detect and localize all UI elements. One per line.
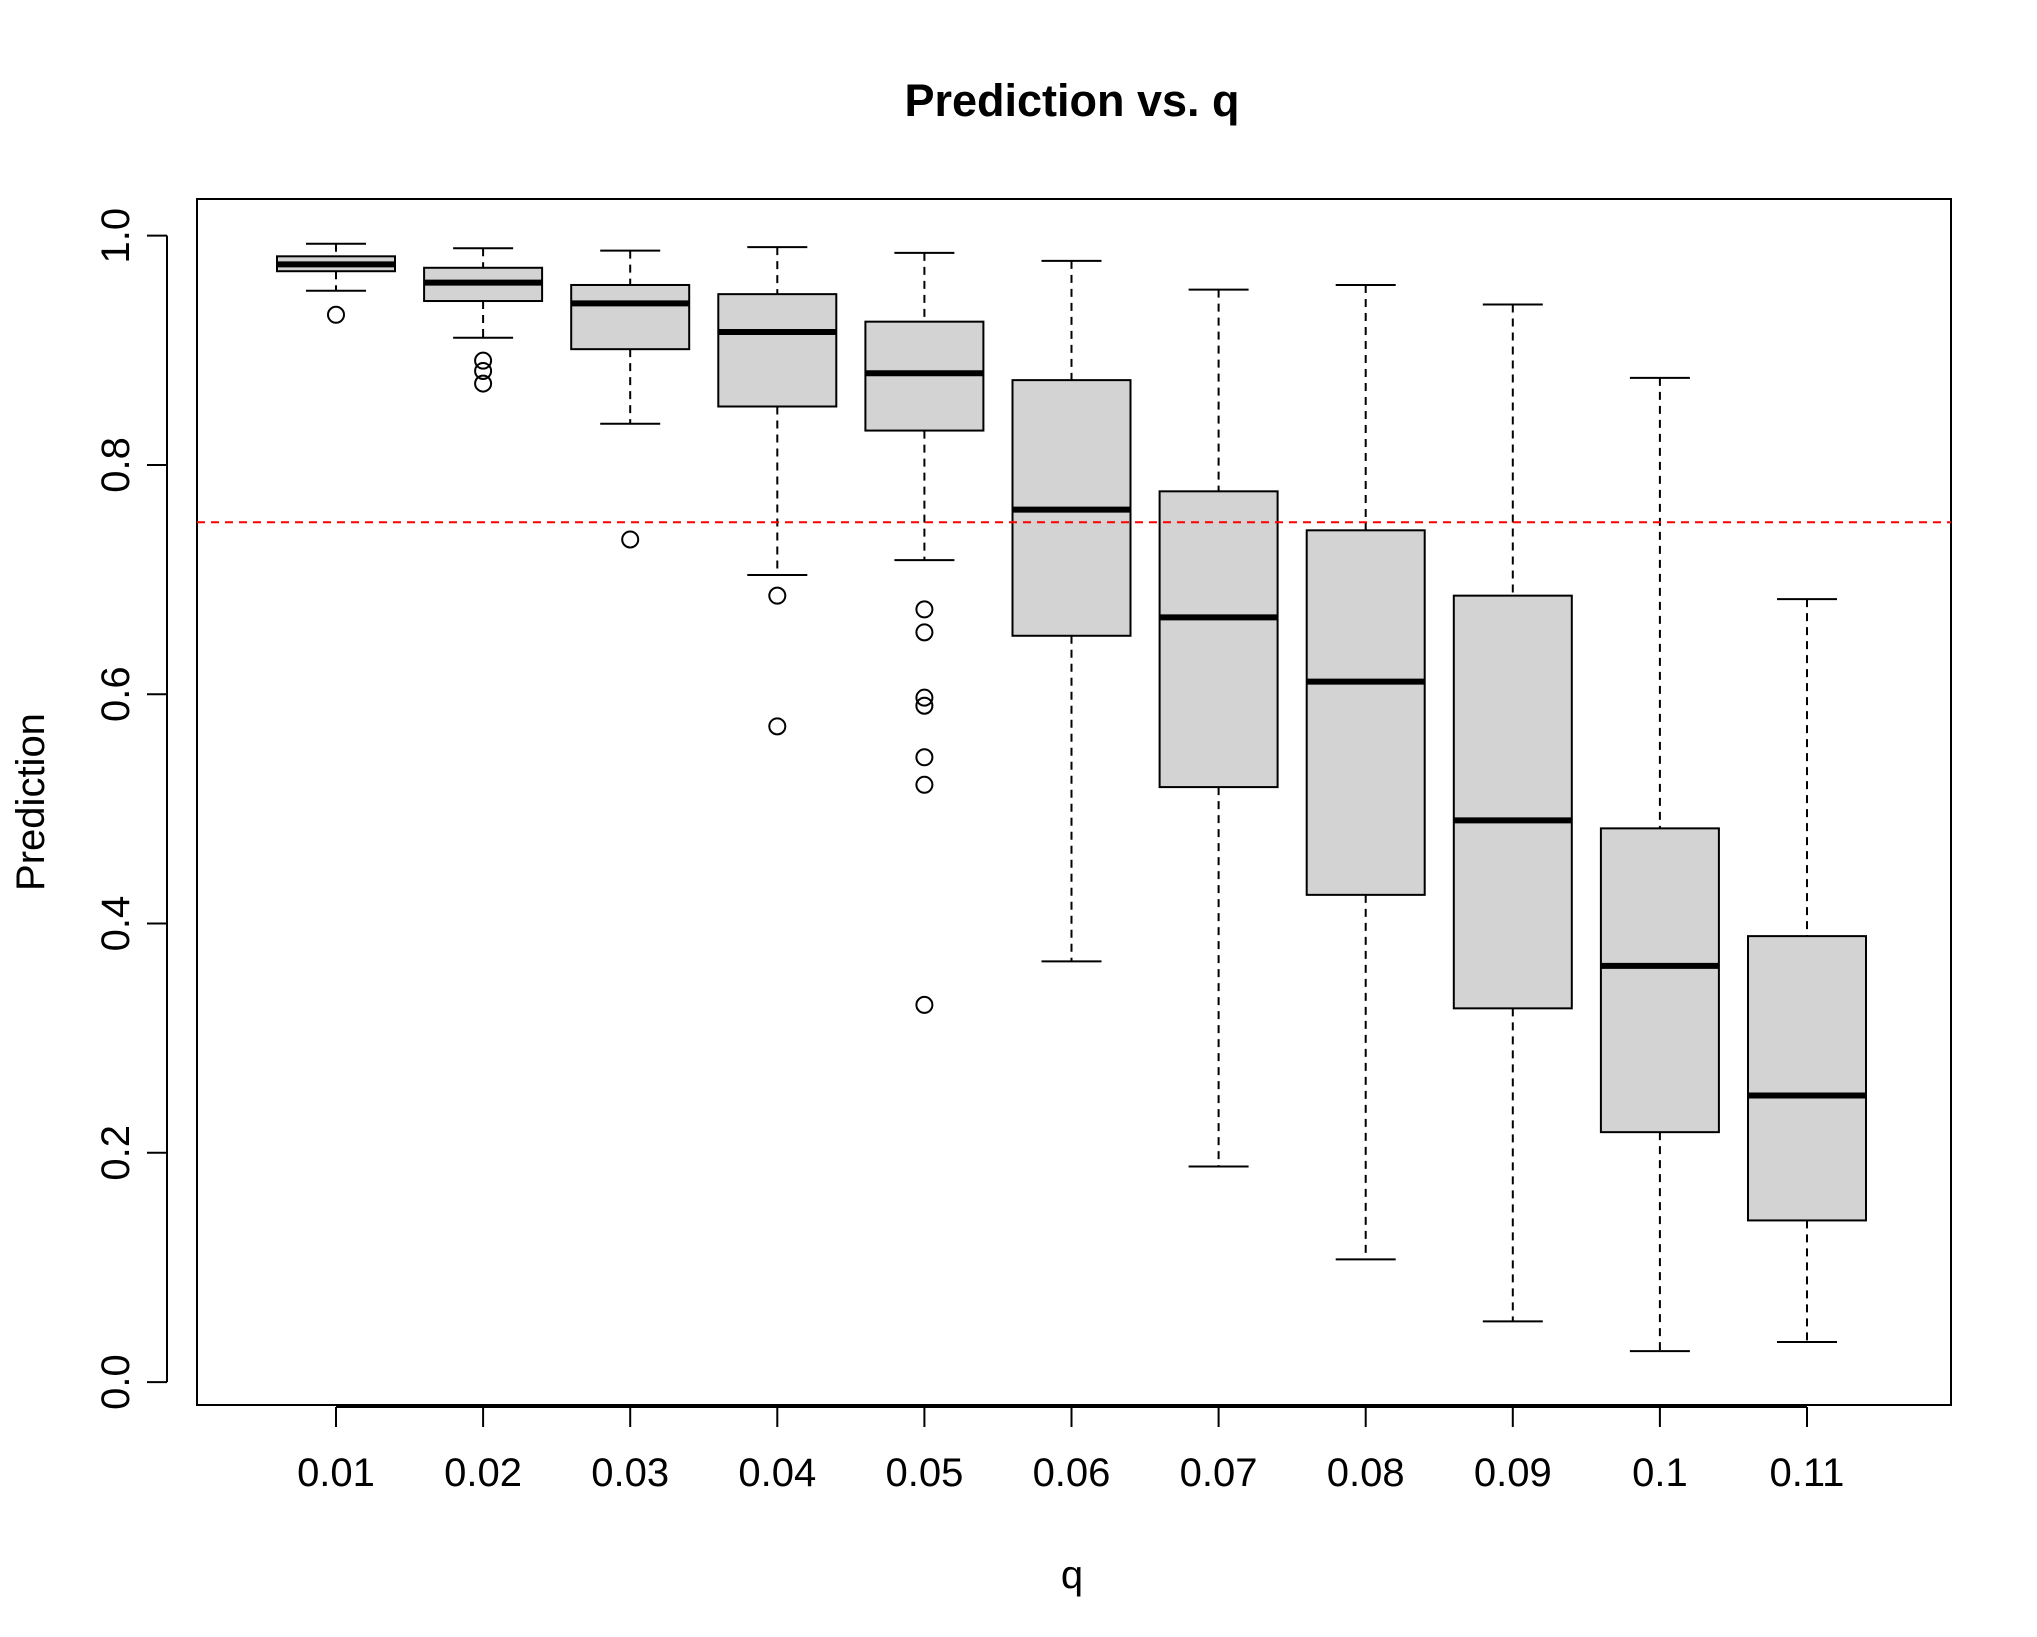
x-axis-label: q — [1061, 1553, 1083, 1597]
x-tick-label: 0.11 — [1770, 1451, 1845, 1495]
y-tick-label: 1.0 — [94, 208, 138, 264]
box-0.07 — [1158, 288, 1279, 1168]
y-tick-label: 0.6 — [94, 666, 138, 722]
x-tick-label: 0.03 — [591, 1451, 669, 1495]
outlier-point — [621, 530, 640, 549]
outlier-point — [915, 748, 934, 767]
box-0.01 — [276, 242, 396, 324]
y-tick-label: 0.8 — [94, 437, 138, 493]
x-tick-label: 0.04 — [738, 1451, 816, 1495]
x-tick-label: 0.09 — [1474, 1451, 1552, 1495]
x-tick-label: 0.02 — [444, 1451, 522, 1495]
outlier-point — [327, 305, 345, 324]
y-tick-label: 0.4 — [94, 896, 138, 952]
x-tick-label: 0.01 — [297, 1451, 375, 1495]
outlier-point — [474, 361, 493, 380]
x-axis: 0.01 0.02 0.03 0.04 0.05 0.06 0.07 0.08 0.09 0.1 0… — [297, 1406, 1845, 1495]
box-0.02 — [423, 247, 544, 393]
box-0.04 — [717, 246, 838, 736]
y-tick-label: 0.2 — [94, 1125, 138, 1181]
chart-title: Prediction vs. q — [904, 75, 1239, 126]
outlier-point — [915, 688, 934, 707]
box-iqr — [1452, 594, 1573, 1010]
box-iqr — [717, 293, 838, 408]
box-0.06 — [1011, 259, 1132, 963]
x-tick-label: 0.05 — [885, 1451, 963, 1495]
x-tick-label: 0.08 — [1327, 1451, 1405, 1495]
y-tick-label: 0.0 — [94, 1354, 138, 1410]
x-tick-label: 0.07 — [1180, 1451, 1258, 1495]
outlier-point — [915, 696, 934, 715]
x-tick-label: 0.06 — [1033, 1451, 1111, 1495]
outlier-point — [474, 351, 493, 370]
x-tick-label: 0.1 — [1632, 1451, 1688, 1495]
box-0.1 — [1599, 376, 1720, 1353]
box-0.05 — [864, 251, 985, 1014]
box-iqr — [1305, 529, 1426, 896]
box-0.09 — [1452, 303, 1573, 1323]
y-axis: 0.0 0.2 0.4 0.6 0.8 1.0 — [94, 208, 168, 1410]
outlier-point — [915, 775, 934, 794]
plot-area-frame — [196, 198, 1952, 1406]
box-iqr — [570, 283, 691, 351]
box-0.11 — [1747, 598, 1867, 1343]
box-0.08 — [1305, 283, 1426, 1261]
outlier-point — [915, 995, 934, 1014]
box-0.03 — [570, 249, 691, 549]
outlier-point — [915, 623, 934, 642]
outlier-point — [768, 586, 787, 605]
y-axis-label: Prediction — [9, 713, 53, 891]
box-iqr — [1747, 935, 1867, 1222]
outlier-point — [915, 600, 934, 619]
box-iqr — [1599, 827, 1720, 1134]
outlier-point — [474, 374, 493, 393]
box-series — [276, 242, 1867, 1353]
outlier-point — [768, 717, 787, 736]
box-iqr — [1158, 490, 1279, 789]
